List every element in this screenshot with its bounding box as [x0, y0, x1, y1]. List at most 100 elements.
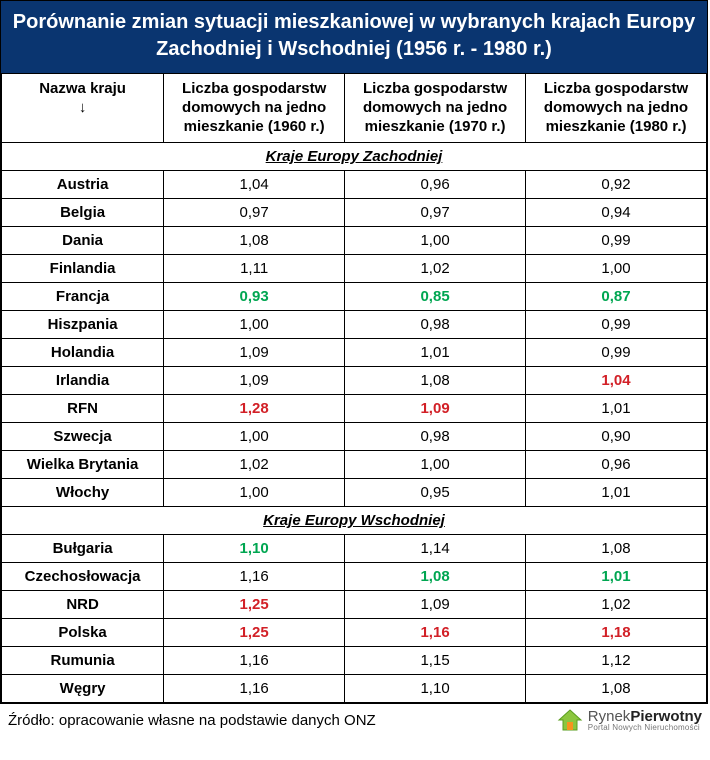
country-name: Rumunia [2, 647, 164, 675]
house-icon [557, 708, 583, 732]
value-cell: 1,00 [526, 255, 707, 283]
value-cell: 0,98 [345, 423, 526, 451]
value-cell: 1,04 [526, 367, 707, 395]
country-name: Austria [2, 171, 164, 199]
table-row: RFN1,281,091,01 [2, 395, 707, 423]
value-cell: 1,14 [345, 535, 526, 563]
table-row: Irlandia1,091,081,04 [2, 367, 707, 395]
table-row: Czechosłowacja1,161,081,01 [2, 563, 707, 591]
col-country: Nazwa kraju ↓ [2, 74, 164, 143]
data-table: Nazwa kraju ↓ Liczba gospodarstw domowyc… [1, 73, 707, 703]
value-cell: 1,00 [164, 423, 345, 451]
section-header-row: Kraje Europy Zachodniej [2, 143, 707, 171]
value-cell: 1,09 [164, 339, 345, 367]
country-name: Bułgaria [2, 535, 164, 563]
value-cell: 1,25 [164, 591, 345, 619]
col-1980: Liczba gospodarstw domowych na jedno mie… [526, 74, 707, 143]
value-cell: 1,00 [164, 311, 345, 339]
value-cell: 0,97 [345, 199, 526, 227]
table-row: Szwecja1,000,980,90 [2, 423, 707, 451]
value-cell: 0,92 [526, 171, 707, 199]
value-cell: 1,12 [526, 647, 707, 675]
value-cell: 1,01 [345, 339, 526, 367]
value-cell: 1,00 [164, 479, 345, 507]
value-cell: 1,25 [164, 619, 345, 647]
country-name: Węgry [2, 675, 164, 703]
country-name: Finlandia [2, 255, 164, 283]
table-row: Francja0,930,850,87 [2, 283, 707, 311]
value-cell: 0,93 [164, 283, 345, 311]
table-row: Dania1,081,000,99 [2, 227, 707, 255]
value-cell: 0,96 [345, 171, 526, 199]
value-cell: 1,10 [164, 535, 345, 563]
value-cell: 0,99 [526, 227, 707, 255]
table-row: Węgry1,161,101,08 [2, 675, 707, 703]
value-cell: 1,02 [345, 255, 526, 283]
value-cell: 1,00 [345, 451, 526, 479]
table-row: Finlandia1,111,021,00 [2, 255, 707, 283]
value-cell: 1,02 [164, 451, 345, 479]
value-cell: 1,16 [164, 675, 345, 703]
value-cell: 1,08 [164, 227, 345, 255]
value-cell: 1,01 [526, 479, 707, 507]
value-cell: 1,15 [345, 647, 526, 675]
table-row: Polska1,251,161,18 [2, 619, 707, 647]
table-row: Holandia1,091,010,99 [2, 339, 707, 367]
value-cell: 1,28 [164, 395, 345, 423]
logo-text: RynekPierwotny Portal Nowych Nieruchomoś… [588, 709, 702, 732]
country-name: Wielka Brytania [2, 451, 164, 479]
table-row: Włochy1,000,951,01 [2, 479, 707, 507]
country-name: Dania [2, 227, 164, 255]
country-name: Polska [2, 619, 164, 647]
value-cell: 1,16 [345, 619, 526, 647]
table-container: Porównanie zmian sytuacji mieszkaniowej … [0, 0, 708, 704]
value-cell: 1,09 [345, 591, 526, 619]
table-row: NRD1,251,091,02 [2, 591, 707, 619]
logo-subtitle: Portal Nowych Nieruchomości [588, 724, 702, 732]
table-row: Hiszpania1,000,980,99 [2, 311, 707, 339]
value-cell: 0,98 [345, 311, 526, 339]
country-name: NRD [2, 591, 164, 619]
value-cell: 1,10 [345, 675, 526, 703]
value-cell: 1,18 [526, 619, 707, 647]
value-cell: 1,08 [345, 563, 526, 591]
country-name: Hiszpania [2, 311, 164, 339]
value-cell: 1,08 [526, 535, 707, 563]
value-cell: 1,01 [526, 395, 707, 423]
table-row: Bułgaria1,101,141,08 [2, 535, 707, 563]
value-cell: 1,09 [345, 395, 526, 423]
value-cell: 1,04 [164, 171, 345, 199]
country-name: Belgia [2, 199, 164, 227]
value-cell: 1,11 [164, 255, 345, 283]
table-body: Kraje Europy ZachodniejAustria1,040,960,… [2, 143, 707, 703]
value-cell: 1,08 [526, 675, 707, 703]
value-cell: 1,16 [164, 647, 345, 675]
value-cell: 1,01 [526, 563, 707, 591]
section-header-row: Kraje Europy Wschodniej [2, 507, 707, 535]
value-cell: 1,16 [164, 563, 345, 591]
value-cell: 0,94 [526, 199, 707, 227]
country-name: Czechosłowacja [2, 563, 164, 591]
table-row: Wielka Brytania1,021,000,96 [2, 451, 707, 479]
table-row: Belgia0,970,970,94 [2, 199, 707, 227]
country-name: RFN [2, 395, 164, 423]
section-label: Kraje Europy Zachodniej [2, 143, 707, 171]
header-row: Nazwa kraju ↓ Liczba gospodarstw domowyc… [2, 74, 707, 143]
country-name: Holandia [2, 339, 164, 367]
value-cell: 0,87 [526, 283, 707, 311]
footer: Źródło: opracowanie własne na podstawie … [0, 704, 710, 738]
country-name: Francja [2, 283, 164, 311]
value-cell: 1,09 [164, 367, 345, 395]
value-cell: 0,99 [526, 311, 707, 339]
value-cell: 0,85 [345, 283, 526, 311]
section-label: Kraje Europy Wschodniej [2, 507, 707, 535]
value-cell: 1,08 [345, 367, 526, 395]
country-name: Włochy [2, 479, 164, 507]
value-cell: 0,96 [526, 451, 707, 479]
value-cell: 0,99 [526, 339, 707, 367]
value-cell: 0,97 [164, 199, 345, 227]
country-name: Irlandia [2, 367, 164, 395]
country-name: Szwecja [2, 423, 164, 451]
logo: RynekPierwotny Portal Nowych Nieruchomoś… [557, 708, 702, 732]
chart-title: Porównanie zmian sytuacji mieszkaniowej … [1, 0, 707, 73]
